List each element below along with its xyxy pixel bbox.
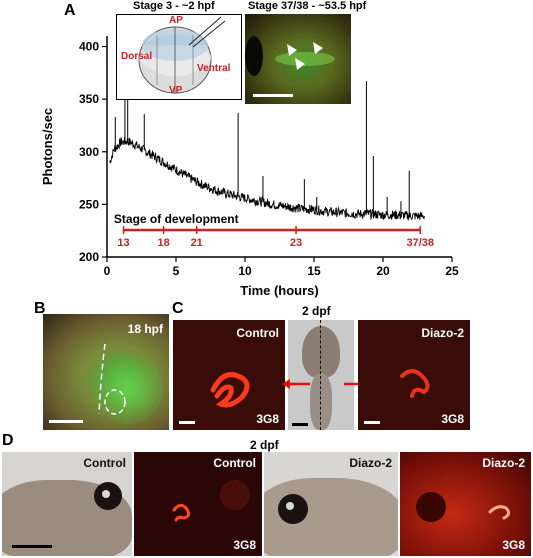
scale-bar — [49, 420, 83, 423]
ventral-label: Ventral — [197, 63, 231, 74]
x-tick-label: 25 — [445, 264, 459, 278]
stage-label: 18 — [157, 237, 169, 249]
panel-d-diazo-bright: Diazo-2 — [264, 452, 398, 556]
y-tick-label: 350 — [79, 92, 99, 106]
marker-label: 3G8 — [233, 538, 256, 552]
panel-label-a: A — [64, 2, 76, 19]
heart-signal — [488, 505, 511, 520]
stage-caption: Stage of development — [114, 212, 239, 226]
stage-label: 21 — [191, 237, 203, 249]
inset2-title: Stage 37/38 - ~53.5 hpf — [248, 0, 367, 12]
x-tick-label: 15 — [307, 264, 321, 278]
arrowhead-icons — [287, 42, 323, 70]
control-label: Control — [83, 456, 126, 470]
scale-bar — [364, 421, 380, 424]
scale-bar — [292, 423, 308, 426]
panel-b-title: 18 hpf — [127, 322, 163, 336]
panel-label-b: B — [34, 300, 46, 317]
diazo-label: Diazo-2 — [482, 456, 525, 470]
marker-label: 3G8 — [441, 412, 464, 426]
marker-label: 3G8 — [256, 412, 279, 426]
x-tick-label: 20 — [376, 264, 390, 278]
panel-d-control-bright: Control — [2, 452, 132, 556]
panel-d-control-fluor: Control 3G8 — [134, 452, 262, 556]
embryo-diagram-icon — [138, 16, 226, 94]
stage37-image — [245, 14, 351, 104]
panel-b-image: 18 hpf — [43, 314, 169, 430]
inset1-title: Stage 3 - ~2 hpf — [133, 0, 215, 12]
x-tick-label: 0 — [104, 264, 111, 278]
y-tick-label: 300 — [79, 145, 99, 159]
heart-signal — [400, 369, 430, 398]
panel-d-diazo-fluor: Diazo-2 3G8 — [400, 452, 531, 556]
panel-c-title: 2 dpf — [302, 304, 331, 318]
scale-bar — [179, 421, 195, 424]
control-label: Control — [236, 326, 279, 340]
series-trace — [109, 137, 425, 221]
panel-c-diazo-image: Diazo-2 3G8 — [358, 320, 470, 430]
stage-label: 13 — [117, 237, 129, 249]
scale-bar — [253, 94, 293, 97]
x-tick-label: 5 — [173, 264, 180, 278]
diazo-label: Diazo-2 — [349, 456, 392, 470]
x-tick-label: 10 — [238, 264, 252, 278]
stage-label: 23 — [290, 237, 302, 249]
panel-c-embryo-image — [288, 320, 354, 430]
y-tick-label: 200 — [79, 250, 99, 264]
panel-c-control-image: Control 3G8 — [173, 320, 285, 430]
y-tick-label: 250 — [79, 197, 99, 211]
outline-marks — [98, 343, 126, 415]
y-tick-label: 400 — [79, 40, 99, 54]
x-axis-label: Time (hours) — [240, 283, 319, 298]
y-axis-label: Photons/sec — [40, 108, 55, 185]
vp-label: VP — [169, 85, 183, 96]
stage3-diagram: AP Dorsal Ventral VP — [116, 14, 242, 100]
diazo-label: Diazo-2 — [421, 326, 464, 340]
ap-label: AP — [169, 15, 183, 26]
scale-bar — [12, 545, 52, 548]
stage-label: 37/38 — [406, 237, 434, 249]
dorsal-label: Dorsal — [121, 51, 153, 62]
panel-label-c: C — [172, 300, 184, 317]
chart-a: 200 250 300 350 400 0 5 10 15 20 25 Time (hours) Pho… — [40, 36, 459, 298]
panel-d-title: 2 dpf — [250, 438, 279, 452]
heart-signal — [172, 503, 191, 522]
panel-label-d: D — [2, 432, 14, 449]
marker-label: 3G8 — [502, 538, 525, 552]
heart-signal — [210, 372, 250, 408]
control-label: Control — [213, 456, 256, 470]
